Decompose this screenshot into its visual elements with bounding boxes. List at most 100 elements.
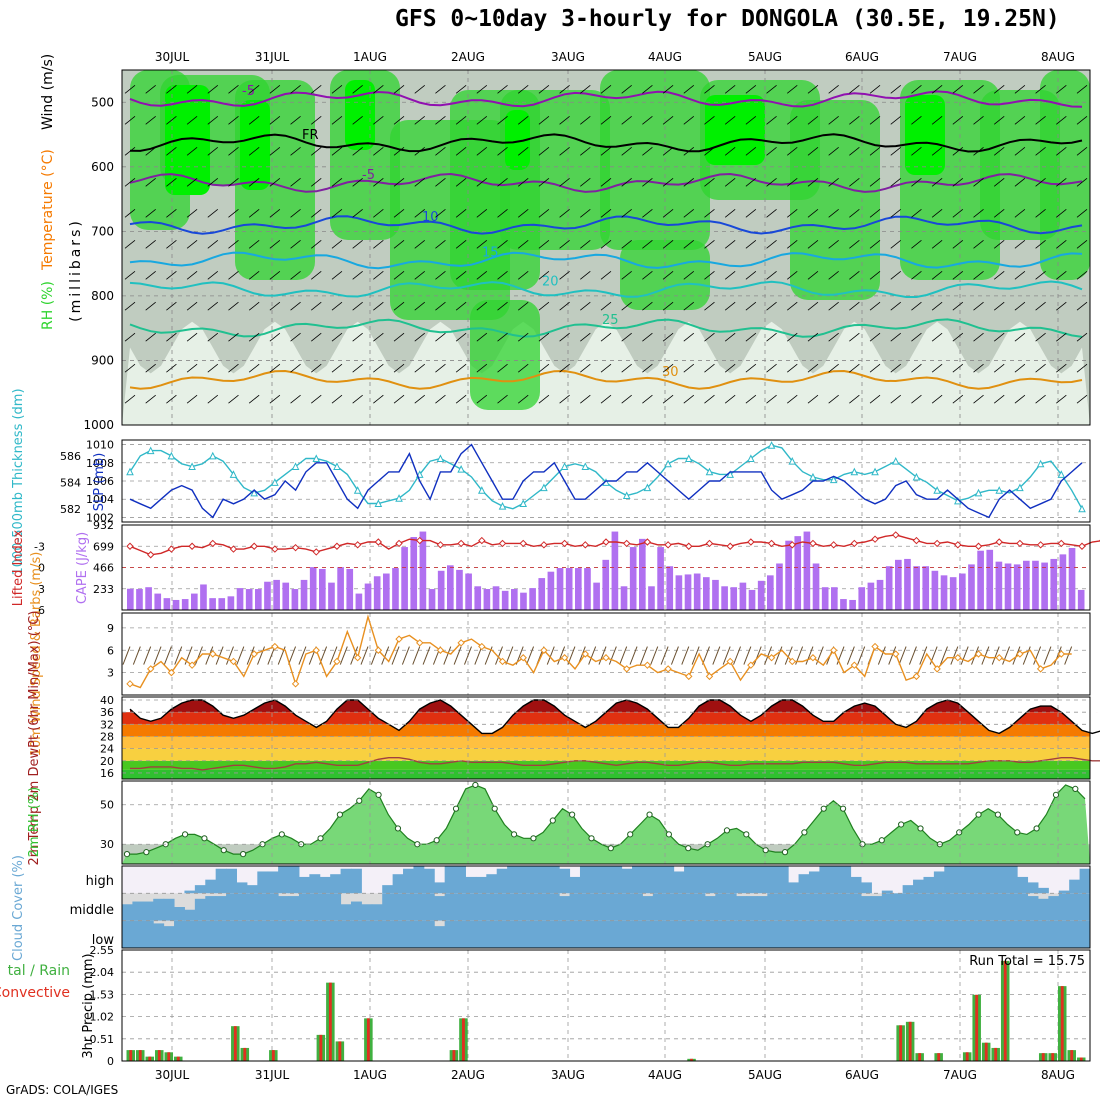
wind-barb — [745, 208, 757, 218]
wind-barb — [393, 363, 405, 373]
thickness-line-marker — [829, 475, 838, 484]
temperature-contour — [129, 369, 1083, 390]
surface-wind-barb — [805, 646, 814, 665]
wind-barb — [787, 270, 798, 280]
thickness-axis-label: 1000-500mb Thickness (dm) — [11, 388, 26, 575]
wind-barb — [869, 239, 881, 249]
precip-tick-label: 2.55 — [90, 944, 115, 957]
cape-bar — [172, 599, 180, 610]
wind-barb — [766, 363, 777, 373]
thickness-line-marker — [1016, 483, 1024, 492]
slp-tick-label: 1010 — [86, 439, 114, 452]
wind-barb — [642, 239, 653, 249]
date-label-bottom: 30JUL — [155, 1068, 190, 1082]
wind-barb — [621, 363, 632, 373]
temperature-tick-label: 36 — [100, 706, 114, 719]
precip-convective-bar — [338, 1041, 342, 1061]
lifted-index-line-marker — [146, 551, 155, 559]
cloud-cell — [777, 893, 789, 921]
wind-barb — [290, 177, 301, 187]
wind-speed-line-marker — [705, 672, 714, 681]
precip-convective-bar — [138, 1050, 142, 1061]
cape-bar — [776, 563, 783, 610]
wind-barb — [145, 363, 156, 373]
cloud-cell — [226, 893, 237, 921]
cape-bar — [145, 587, 152, 610]
cloud-cell — [663, 866, 675, 894]
wind-barb — [766, 394, 777, 404]
rh-marker — [472, 781, 479, 789]
wind-barb — [455, 301, 467, 311]
temperature-label: Temperature (°C) — [40, 149, 56, 271]
cloud-cell — [517, 920, 529, 948]
wind-barb — [993, 177, 1005, 187]
cloud-cell — [142, 901, 154, 921]
wind-barb — [1035, 208, 1046, 218]
wind-barb — [476, 208, 488, 218]
wind-barb — [435, 332, 446, 342]
wind-speed-line-marker — [333, 657, 341, 666]
wind-barb — [1035, 177, 1046, 187]
wind-barb — [228, 239, 239, 249]
wind-speed-line-marker — [892, 650, 900, 658]
cape-bar — [392, 568, 399, 610]
cape-axis-label: CAPE (J/kg) — [75, 532, 90, 604]
wind-tick-label: 9 — [107, 622, 114, 635]
date-label-top: 2AUG — [451, 50, 485, 64]
wind-barb — [642, 301, 653, 311]
temperature-tick-label: 16 — [100, 767, 114, 780]
wind-barb — [787, 332, 798, 342]
wind-barb — [186, 208, 198, 218]
wind-barb — [1076, 147, 1088, 156]
wind-barb — [580, 208, 591, 218]
cloud-cell — [569, 893, 581, 921]
precip-axis-label-group: 3hr Precip (mm) — [81, 953, 96, 1058]
wind-barb — [683, 301, 695, 311]
rh-marker — [607, 845, 614, 852]
rh-marker — [549, 817, 556, 824]
cloud-cell — [881, 920, 893, 948]
surface-wind-barb — [464, 646, 472, 665]
wind-barb — [787, 394, 798, 404]
thickness-line-marker — [126, 467, 134, 476]
cape-bar — [620, 586, 628, 610]
cloud-cell — [985, 893, 997, 921]
lifted-index-line-marker — [1036, 541, 1045, 549]
rh-label: RH (%) — [40, 281, 56, 330]
cloud-cell — [444, 866, 456, 894]
wind-barb — [828, 332, 839, 342]
wind-barb — [248, 301, 260, 311]
surface-wind-barb — [660, 646, 669, 665]
wind-barb — [1056, 208, 1067, 218]
temperature-tick-label: 24 — [100, 743, 114, 756]
thickness-line-marker — [850, 467, 859, 476]
wind-barb — [248, 85, 260, 94]
slp-tick-label: 1002 — [86, 511, 114, 524]
rh-marker — [491, 805, 498, 812]
wind-barb — [1076, 208, 1088, 218]
lifted-index-line-marker — [457, 539, 465, 548]
wind-barb — [828, 85, 839, 94]
wind-barb — [580, 363, 591, 373]
wind-barb — [538, 147, 550, 156]
surface-wind-barb — [753, 646, 762, 665]
wind-barb — [393, 332, 405, 342]
wind-barb — [124, 147, 136, 156]
wind-barb — [248, 332, 260, 342]
wind-barb — [476, 177, 488, 187]
wind-barb — [559, 116, 570, 125]
cloud-cell — [465, 876, 477, 894]
wind-barb — [166, 85, 177, 94]
cloud-cell — [798, 920, 810, 948]
cape-bar — [977, 550, 984, 610]
rh-marker — [820, 805, 827, 812]
wind-barb — [393, 270, 405, 280]
cloud-cell — [798, 874, 810, 894]
cape-axis-label-group: CAPE (J/kg) — [75, 532, 90, 604]
wind-barb — [476, 147, 488, 156]
wind-barb — [724, 239, 736, 249]
cloud-cell — [1069, 920, 1081, 948]
surface-wind-barb — [670, 646, 679, 665]
wind-barb — [600, 239, 612, 249]
pressure-tick-label: 1000 — [83, 418, 114, 432]
